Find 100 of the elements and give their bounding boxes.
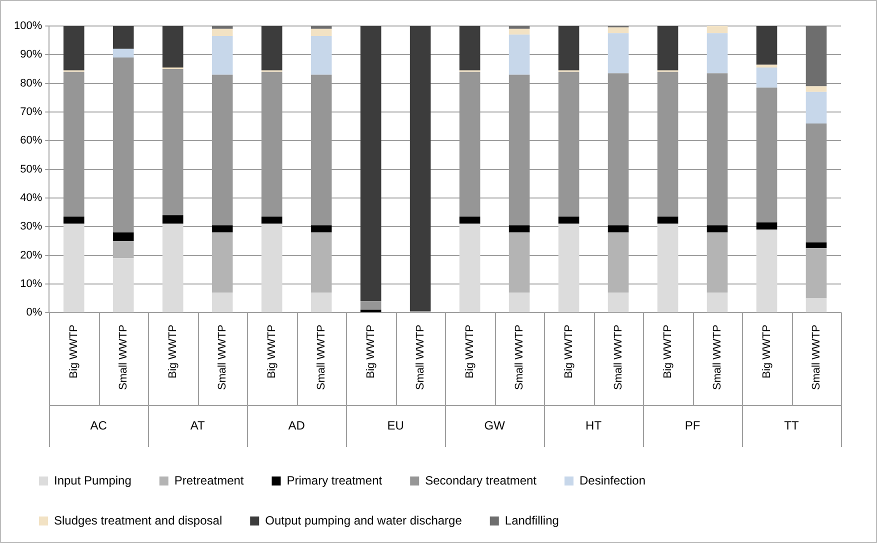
bar (212, 26, 233, 29)
bar (756, 230, 778, 312)
bar (508, 292, 530, 312)
bar (112, 26, 134, 49)
bar (212, 36, 233, 75)
x-tick-label: Big WWTP (464, 324, 476, 378)
x-tick-label: Big WWTP (266, 324, 278, 378)
y-tick-label: 80% (20, 77, 42, 90)
y-tick-label: 90% (20, 48, 42, 61)
bar (508, 28, 530, 35)
bar (112, 258, 134, 312)
bar (706, 292, 728, 312)
text: EU (387, 418, 404, 432)
bar (706, 232, 728, 293)
bar (162, 26, 184, 68)
bar (558, 224, 580, 312)
x-tick-label: Big WWTP (662, 324, 674, 378)
bar (806, 298, 827, 312)
legend-label: Desinfection (579, 473, 646, 488)
bar (212, 292, 233, 312)
bar (112, 240, 134, 258)
y-tick-label: 100% (14, 20, 42, 32)
legend-label: Sludges treatment and disposal (54, 513, 222, 528)
bar (608, 27, 629, 34)
bar (756, 68, 778, 88)
bar (558, 216, 580, 224)
y-tick-label: 70% (20, 106, 42, 118)
bar (508, 26, 530, 29)
bar (112, 232, 134, 241)
bar (756, 64, 778, 68)
bar (608, 232, 629, 293)
bar (508, 34, 530, 75)
bar (459, 216, 480, 224)
bar (508, 225, 530, 232)
bar (706, 225, 728, 232)
text: TT (784, 418, 800, 432)
bar (261, 26, 282, 70)
bar (310, 36, 332, 75)
bar (212, 232, 233, 293)
x-tick-label: Big WWTP (760, 324, 773, 378)
bar (63, 26, 84, 70)
y-tick-label: 40% (20, 192, 42, 204)
x-tick-label: Big WWTP (562, 324, 575, 378)
bar (360, 301, 382, 310)
bar (756, 222, 778, 230)
legend-label: Landfilling (504, 513, 559, 528)
bar (310, 225, 332, 232)
bar (756, 26, 778, 65)
legend-label: Primary treatment (286, 473, 383, 488)
bar (162, 215, 184, 224)
x-tick-label: Big WWTP (166, 324, 179, 378)
x-tick-label: Small WWTP (513, 324, 526, 390)
bar (63, 216, 84, 224)
bar (410, 26, 431, 312)
legend-label: Secondary treatment (425, 473, 538, 488)
legend-label: Input Pumping (54, 473, 132, 488)
bar (212, 28, 233, 36)
bar (806, 248, 827, 298)
bar (657, 26, 678, 70)
bar (310, 232, 332, 293)
bar (310, 28, 332, 36)
x-tick-label: Big WWTP (364, 324, 377, 378)
x-tick-label: Small WWTP (711, 324, 724, 390)
bar (162, 224, 184, 312)
x-tick-label: Small WWTP (117, 324, 130, 390)
x-tick-label: Small WWTP (810, 324, 822, 390)
y-tick-label: 0% (26, 306, 42, 319)
bar (608, 33, 629, 74)
bar (508, 232, 530, 293)
bar (706, 26, 728, 34)
text: GW (484, 418, 506, 432)
bar (558, 26, 580, 70)
text: PF (684, 418, 700, 432)
text: HT (586, 418, 602, 432)
bar (459, 26, 480, 70)
legend-label: Output pumping and water discharge (265, 513, 462, 528)
y-tick-label: 50% (20, 163, 42, 176)
x-tick-label: Big WWTP (68, 324, 80, 378)
x-tick-label: Small WWTP (315, 324, 328, 390)
bar (63, 224, 84, 312)
bar (608, 292, 629, 312)
y-tick-label: 20% (20, 249, 42, 262)
bar (806, 92, 827, 124)
bar (212, 225, 233, 232)
y-tick-label: 30% (20, 220, 42, 233)
bar (261, 216, 282, 224)
bar (806, 26, 827, 86)
y-tick-label: 10% (20, 278, 42, 290)
bar (657, 216, 678, 224)
bar (657, 224, 678, 312)
y-tick-label: 60% (20, 134, 42, 147)
text: AT (190, 418, 206, 432)
bar (360, 26, 382, 302)
text: AC (90, 418, 108, 432)
x-tick-label: Small WWTP (414, 324, 426, 390)
bar (806, 86, 827, 92)
x-tick-label: Small WWTP (216, 324, 228, 390)
bar (310, 292, 332, 312)
bar (608, 225, 629, 232)
bar (112, 48, 134, 58)
